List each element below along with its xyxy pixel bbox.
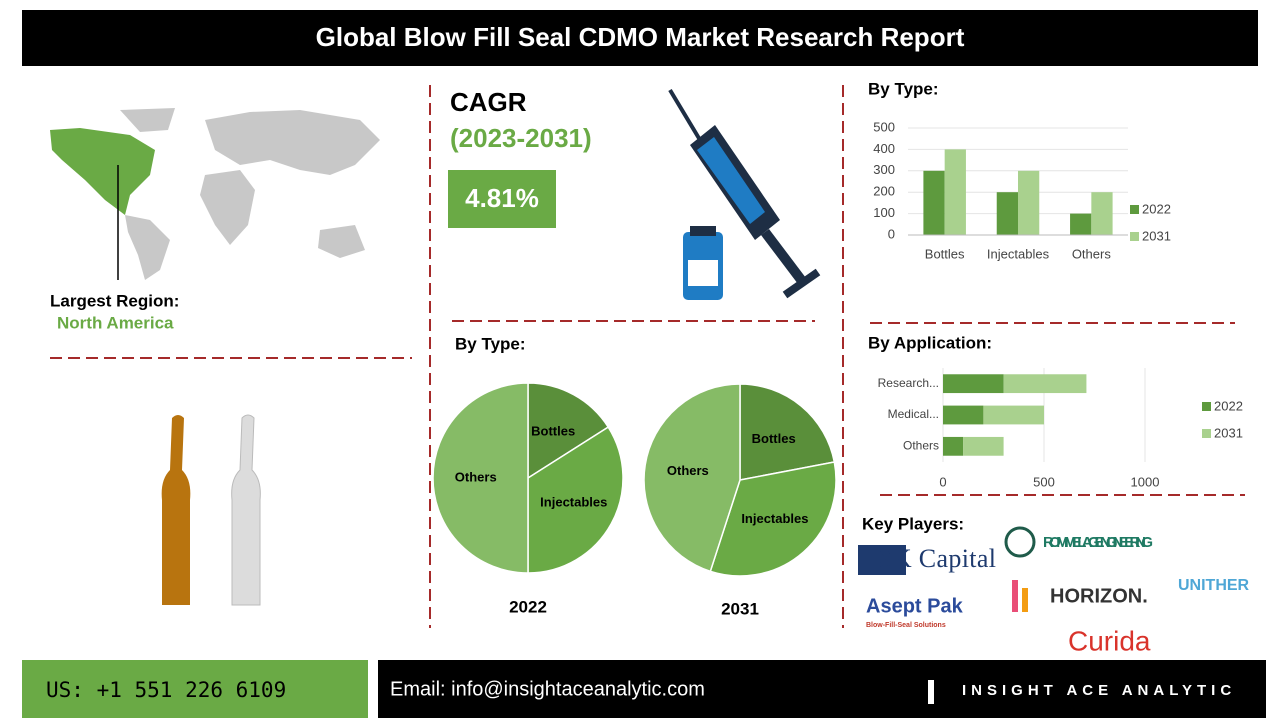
pie-slice	[643, 383, 741, 573]
pie-slice	[739, 383, 836, 481]
legend-swatch	[1130, 232, 1139, 241]
pie-caption: 2031	[721, 599, 759, 618]
y-tick-label: 100	[873, 205, 895, 220]
bar	[944, 149, 966, 235]
bar	[983, 405, 1044, 425]
slice-label: Bottles	[752, 431, 796, 446]
slice-label: Others	[455, 469, 497, 484]
y-tick-label: Medical...	[888, 407, 939, 421]
key-players-title: Key Players:	[862, 514, 964, 533]
logo-mark	[1012, 580, 1018, 612]
x-tick-label: Bottles	[925, 246, 965, 261]
cagr-period: (2023-2031)	[450, 123, 592, 153]
logo-curida: Curida	[1068, 625, 1151, 656]
pie-caption: 2022	[509, 597, 547, 616]
logo-aseptpak: Asept Pak	[866, 595, 964, 617]
logo-sk: SK Capital	[878, 544, 996, 573]
footer-brand: INSIGHT ACE ANALYTIC	[962, 682, 1236, 699]
logo-mark	[1022, 588, 1028, 612]
footer-phone-box	[22, 660, 368, 718]
bar	[963, 436, 1004, 456]
pie-section-title: By Type:	[455, 334, 526, 353]
bar	[943, 405, 984, 425]
region-label: Largest Region:	[50, 291, 179, 310]
syringe	[668, 88, 821, 300]
bar	[1070, 213, 1092, 235]
y-tick-label: Others	[903, 439, 939, 453]
pie-slice	[709, 461, 837, 577]
bar	[1018, 170, 1040, 235]
x-tick-label: 0	[939, 474, 946, 489]
region-name: North America	[57, 313, 174, 332]
legend-label: 2031	[1142, 228, 1171, 243]
legend-label: 2022	[1142, 201, 1171, 216]
x-tick-label: 1000	[1131, 474, 1160, 489]
pie-slice	[432, 382, 529, 574]
pie-slice	[527, 426, 624, 574]
slice-label: Injectables	[540, 495, 607, 510]
logo-mark	[1004, 526, 1036, 558]
pie-slice	[527, 382, 610, 480]
x-tick-label: Others	[1072, 246, 1112, 261]
cagr-box	[448, 170, 556, 228]
x-tick-label: Injectables	[987, 246, 1050, 261]
bar	[1003, 374, 1087, 394]
y-tick-label: 500	[873, 119, 895, 134]
chart-title: By Type:	[868, 79, 939, 98]
brand-mark	[928, 680, 934, 704]
cagr-value: 4.81%	[465, 183, 539, 213]
bar	[923, 170, 945, 235]
legend-label: 2022	[1214, 398, 1243, 413]
ampoules	[161, 414, 261, 606]
cagr-label: CAGR	[450, 87, 527, 117]
x-tick-label: 500	[1033, 474, 1055, 489]
world-map	[50, 108, 380, 280]
page-title: Global Blow Fill Seal CDMO Market Resear…	[316, 22, 965, 52]
y-tick-label: Research...	[878, 376, 939, 390]
footer-phone: US: +1 551 226 6109	[46, 678, 286, 702]
slice-label: Injectables	[741, 511, 808, 526]
logo-aseptpak-tag: Blow-Fill-Seal Solutions	[866, 622, 946, 629]
bar	[943, 436, 964, 456]
bar	[943, 374, 1004, 394]
y-tick-label: 300	[873, 162, 895, 177]
header-bar	[22, 10, 1258, 66]
footer-bar	[378, 660, 1266, 718]
logo-rommelag: ROMMELAG ENGINEERING	[1043, 534, 1153, 551]
bar	[996, 192, 1018, 235]
legend-swatch	[1202, 402, 1211, 411]
y-tick-label: 200	[873, 184, 895, 199]
slice-label: Bottles	[531, 424, 575, 439]
legend-label: 2031	[1214, 425, 1243, 440]
logo-unither: UNITHER	[1178, 577, 1250, 594]
logo-horizon: HORIZON.	[1050, 585, 1148, 607]
y-tick-label: 400	[873, 141, 895, 156]
slice-label: Others	[667, 463, 709, 478]
y-tick-label: 0	[888, 226, 895, 241]
bar	[1091, 192, 1113, 235]
logo-mark	[858, 545, 906, 575]
chart-title: By Application:	[868, 333, 992, 352]
footer-email: Email: info@insightaceanalytic.com	[390, 678, 705, 700]
legend-swatch	[1202, 429, 1211, 438]
legend-swatch	[1130, 205, 1139, 214]
